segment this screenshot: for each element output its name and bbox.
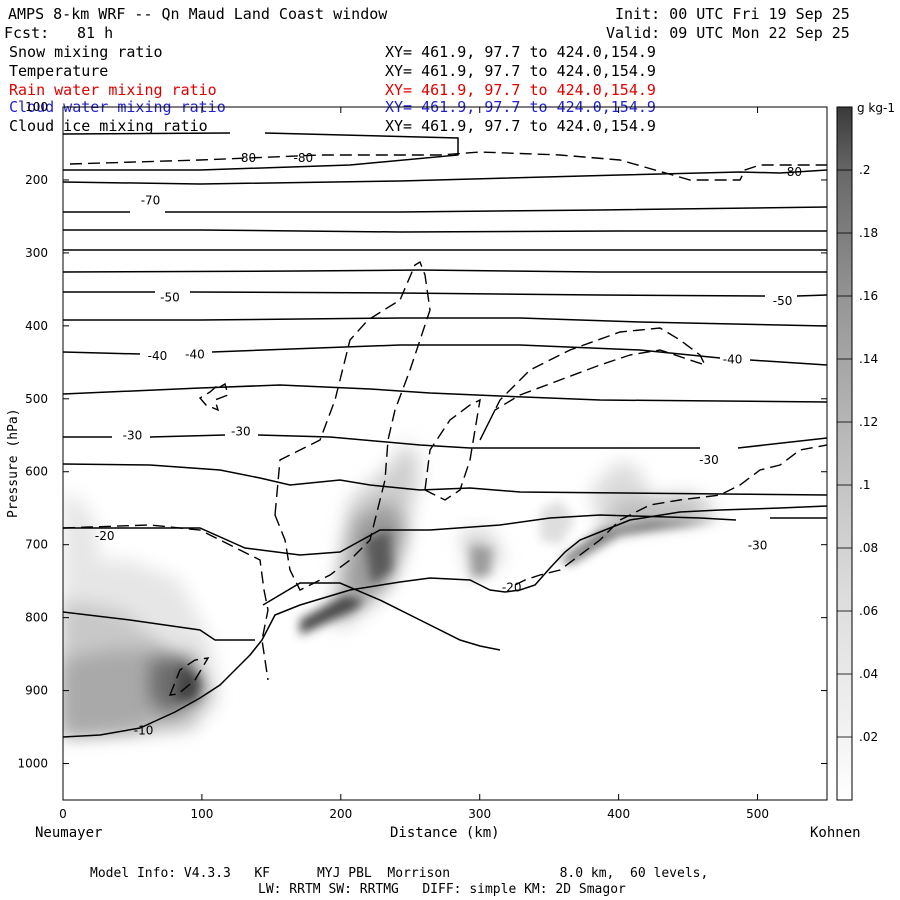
- temperature-contour-label: -30: [123, 428, 143, 442]
- y-tick-label: 100: [25, 100, 48, 114]
- temperature-contour-label: -50: [160, 290, 180, 304]
- temperature-contour-label: -30: [231, 425, 251, 439]
- field-name: Rain water mixing ratio: [9, 81, 217, 99]
- temperature-contour-label: -30: [699, 453, 719, 467]
- temperature-contour-label: -80: [782, 165, 802, 179]
- temperature-contour-label: -40: [185, 347, 205, 361]
- y-tick-label: 500: [25, 392, 48, 406]
- y-tick-label: 300: [25, 246, 48, 260]
- x-start-label: Neumayer: [35, 825, 102, 841]
- x-tick-label: 400: [607, 807, 630, 821]
- temperature-contour-label: -40: [148, 349, 168, 363]
- contour-labels: -80 -80 -80 -70 -50 -50 -40 -40 -40 -30 -30 -30 -30 -…: [95, 151, 802, 738]
- colorbar-tick-label: .08: [859, 541, 878, 555]
- y-tick-label: 200: [25, 173, 48, 187]
- field-xy: XY= 461.9, 97.7 to 424.0,154.9: [385, 117, 656, 135]
- y-tick-label: 1000: [17, 757, 48, 771]
- y-tick-label: 600: [25, 465, 48, 479]
- temperature-contour-label: -40: [723, 352, 743, 366]
- y-axis-label: Pressure (hPa): [6, 408, 21, 518]
- colorbar-tick-label: .1: [859, 478, 870, 492]
- forecast-label: Fcst:: [4, 24, 50, 42]
- field-name: Cloud ice mixing ratio: [9, 117, 208, 135]
- y-tick-label: 900: [25, 684, 48, 698]
- temperature-contour-label: -70: [141, 193, 161, 207]
- field-name: Temperature: [9, 62, 109, 80]
- colorbar-unit: g kg-1: [857, 101, 895, 115]
- colorbar-tick-label: .2: [859, 163, 870, 177]
- colorbar-tick-label: .06: [859, 604, 878, 618]
- temperature-contour-label: -80: [237, 151, 257, 165]
- plot-frame: [62, 106, 828, 801]
- forecast-hour: 81 h: [77, 24, 114, 42]
- temperature-contour-label: -50: [773, 294, 793, 308]
- colorbar-tick-label: .02: [859, 730, 878, 744]
- model-info-line1: Model Info: V4.3.3 KF MYJ PBL Morrison 8…: [90, 866, 709, 881]
- field-name: Snow mixing ratio: [9, 43, 163, 61]
- y-tick-label: 800: [25, 611, 48, 625]
- temperature-contour-label: -10: [134, 724, 154, 738]
- temperature-contours: [63, 132, 827, 651]
- y-tick-label: 400: [25, 319, 48, 333]
- x-tick-label: 500: [746, 807, 769, 821]
- colorbar-tick-label: .18: [859, 226, 878, 240]
- temperature-contour-label: -30: [748, 538, 768, 552]
- x-tick-label: 300: [468, 807, 491, 821]
- x-axis-label: Distance (km): [390, 825, 500, 841]
- init-time: Init: 00 UTC Fri 19 Sep 25: [615, 5, 850, 23]
- field-xy: XY= 461.9, 97.7 to 424.0,154.9: [385, 62, 656, 80]
- y-tick-label: 700: [25, 538, 48, 552]
- temperature-contour-label: -20: [502, 581, 522, 595]
- field-xy: XY= 461.9, 97.7 to 424.0,154.9: [385, 43, 656, 61]
- model-info-line2: LW: RRTM SW: RRTMG DIFF: simple KM: 2D S…: [258, 882, 626, 897]
- colorbar: .02 .04 .06 .08 .1 .12 .14 .16 .18 .2: [836, 106, 878, 801]
- colorbar-tick-label: .16: [859, 289, 878, 303]
- x-tick-label: 100: [190, 807, 213, 821]
- valid-time: Valid: 09 UTC Mon 22 Sep 25: [606, 24, 850, 42]
- field-xy: XY= 461.9, 97.7 to 424.0,154.9: [385, 81, 656, 99]
- temperature-contour-label: -80: [294, 151, 314, 165]
- x-tick-label: 0: [59, 807, 67, 821]
- colorbar-tick-label: .12: [859, 415, 878, 429]
- axes: 0 100 200 300 400 500 100 200 300 400 500 600 700 800…: [17, 100, 827, 821]
- x-tick-label: 200: [329, 807, 352, 821]
- snow-shading: [63, 440, 720, 735]
- temperature-contour-label: -20: [95, 529, 115, 543]
- chart-title: AMPS 8-km WRF -- Qn Maud Land Coast wind…: [8, 5, 388, 23]
- cloud-ice-contours: [63, 151, 827, 696]
- x-end-label: Kohnen: [810, 825, 861, 841]
- colorbar-tick-label: .14: [859, 352, 878, 366]
- terrain-surface: [62, 505, 828, 738]
- colorbar-tick-label: .04: [859, 667, 878, 681]
